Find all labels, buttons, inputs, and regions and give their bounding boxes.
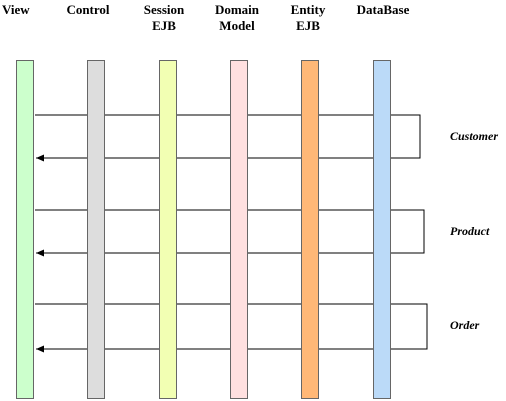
flow-label-order: Order	[450, 318, 480, 332]
lane-domain-model	[230, 60, 248, 399]
header-session-ejb: Session EJB	[143, 2, 185, 33]
lane-session-ejb	[159, 60, 177, 399]
lane-control	[87, 60, 105, 399]
product-arrowhead	[36, 249, 44, 257]
header-control: Control	[66, 2, 110, 17]
flow-label-product: Product	[450, 224, 490, 238]
order-arrowhead	[36, 345, 44, 353]
customer-arrowhead	[36, 154, 44, 162]
lane-database	[373, 60, 391, 399]
header-entity-ejb: Entity EJB	[290, 2, 326, 33]
lane-view	[16, 60, 34, 399]
header-domain-model: Domain Model	[214, 2, 260, 33]
header-view: View	[2, 2, 30, 17]
header-database: DataBase	[356, 2, 410, 17]
flow-label-customer: Customer	[450, 129, 499, 143]
flow-customer-connector	[35, 114, 421, 162]
lane-entity-ejb	[301, 60, 319, 399]
